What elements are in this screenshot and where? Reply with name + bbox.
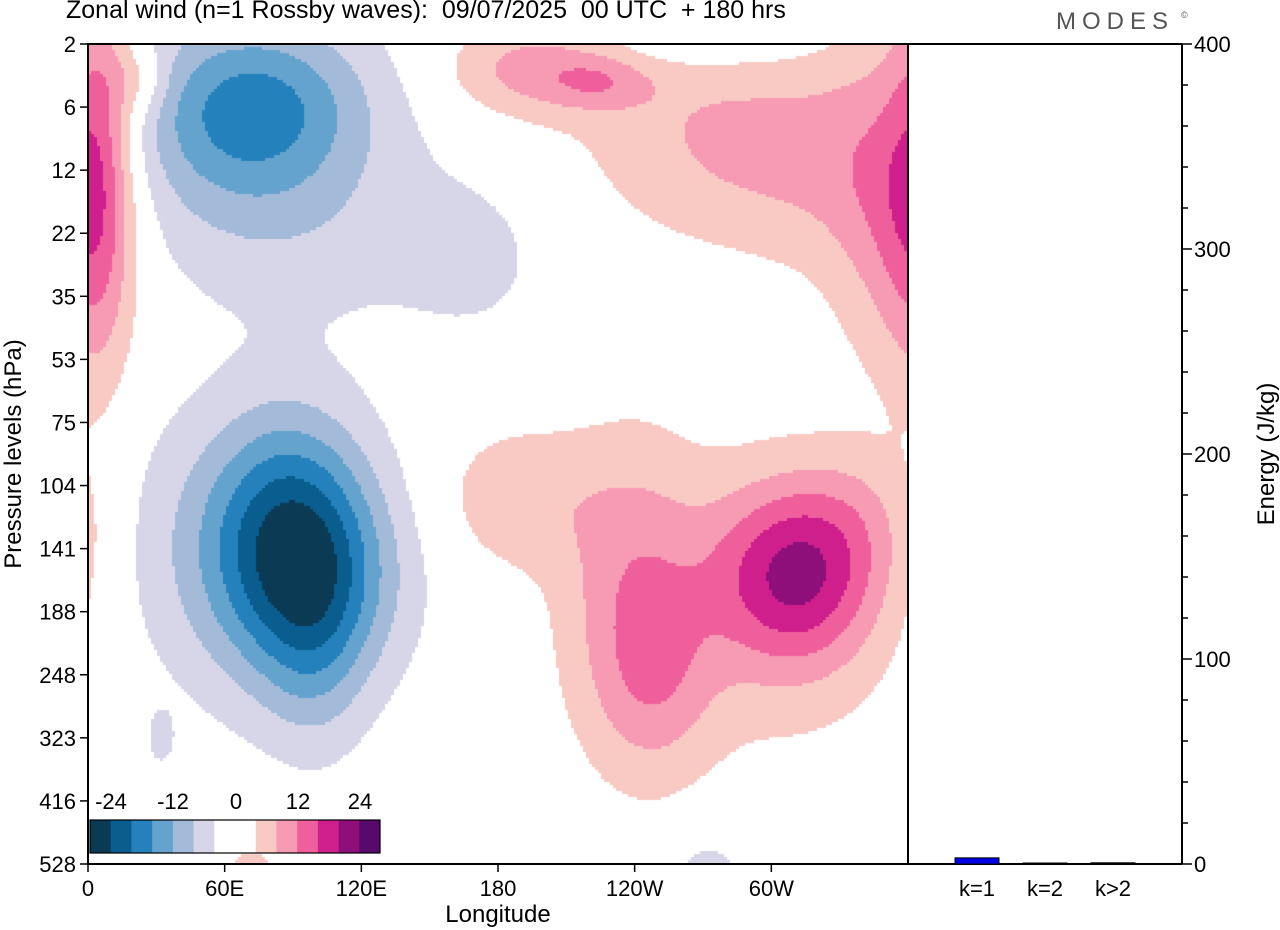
colorbar-frame bbox=[89, 819, 381, 854]
contour-field bbox=[88, 44, 908, 864]
contour-image bbox=[88, 44, 908, 864]
x-tick-label: 60W bbox=[749, 876, 794, 901]
energy-axis-title: Energy (J/kg) bbox=[1253, 383, 1280, 526]
y-tick-label: 104 bbox=[39, 474, 76, 499]
x-tick-label: 120W bbox=[606, 876, 664, 901]
energy-tick-label: 0 bbox=[1194, 852, 1206, 877]
x-tick-label: 0 bbox=[82, 876, 94, 901]
energy-tick-label: 200 bbox=[1194, 442, 1231, 467]
y-tick-label: 248 bbox=[39, 663, 76, 688]
colorbar-swatch bbox=[255, 820, 277, 853]
colorbar-swatch bbox=[131, 820, 153, 853]
chart-title: Zonal wind (n=1 Rossby waves): 09/07/202… bbox=[66, 0, 786, 24]
y-tick-label: 2 bbox=[64, 32, 76, 57]
y-tick-label: 323 bbox=[39, 726, 76, 751]
colorbar-label: 12 bbox=[286, 789, 310, 814]
colorbar-swatch bbox=[297, 820, 319, 853]
y-tick-label: 6 bbox=[64, 95, 76, 120]
colorbar: -24 -12 0 12 24 bbox=[89, 789, 381, 854]
brand-logo: MODES bbox=[1056, 8, 1175, 35]
colorbar-swatch bbox=[359, 820, 381, 853]
y-tick-label: 141 bbox=[39, 537, 76, 562]
x-axis-title: Longitude bbox=[445, 901, 550, 928]
energy-tick-label: 300 bbox=[1194, 237, 1231, 262]
brand-copyright-mark: © bbox=[1181, 10, 1188, 20]
energy-bar bbox=[1090, 862, 1136, 865]
x-tick-label: 120E bbox=[336, 876, 387, 901]
colorbar-swatch bbox=[90, 820, 112, 853]
energy-panel: 0 100 200 300 400 Energy (J/kg) k=1 k=2 k>2 bbox=[908, 32, 1280, 901]
energy-bar bbox=[954, 857, 1000, 865]
energy-bar bbox=[1022, 862, 1068, 865]
energy-tick-label: 400 bbox=[1194, 32, 1231, 57]
colorbar-swatch bbox=[110, 820, 132, 853]
y-tick-label: 22 bbox=[52, 221, 76, 246]
energy-category-label: k=1 bbox=[959, 876, 995, 901]
colorbar-swatch bbox=[317, 820, 339, 853]
colorbar-swatch bbox=[172, 820, 194, 853]
x-tick-label: 60E bbox=[205, 876, 244, 901]
y-tick-label: 416 bbox=[39, 789, 76, 814]
y-axis-title: Pressure levels (hPa) bbox=[0, 339, 27, 568]
y-tick-label: 53 bbox=[52, 347, 76, 372]
colorbar-swatch bbox=[338, 820, 360, 853]
colorbar-swatch bbox=[214, 820, 236, 853]
colorbar-label: -12 bbox=[157, 789, 189, 814]
energy-tick-label: 100 bbox=[1194, 647, 1231, 672]
y-tick-label: 35 bbox=[52, 284, 76, 309]
y-tick-label: 528 bbox=[39, 852, 76, 877]
colorbar-label: 24 bbox=[348, 789, 372, 814]
colorbar-label: 0 bbox=[230, 789, 242, 814]
colorbar-swatch bbox=[276, 820, 298, 853]
colorbar-swatch bbox=[235, 820, 257, 853]
colorbar-label: -24 bbox=[95, 789, 127, 814]
x-tick-label: 180 bbox=[480, 876, 517, 901]
y-tick-label: 75 bbox=[52, 410, 76, 435]
energy-category-label: k=2 bbox=[1027, 876, 1063, 901]
colorbar-swatch bbox=[193, 820, 215, 853]
energy-category-label: k>2 bbox=[1095, 876, 1131, 901]
y-tick-label: 188 bbox=[39, 600, 76, 625]
colorbar-swatch bbox=[152, 820, 174, 853]
y-tick-label: 12 bbox=[52, 158, 76, 183]
